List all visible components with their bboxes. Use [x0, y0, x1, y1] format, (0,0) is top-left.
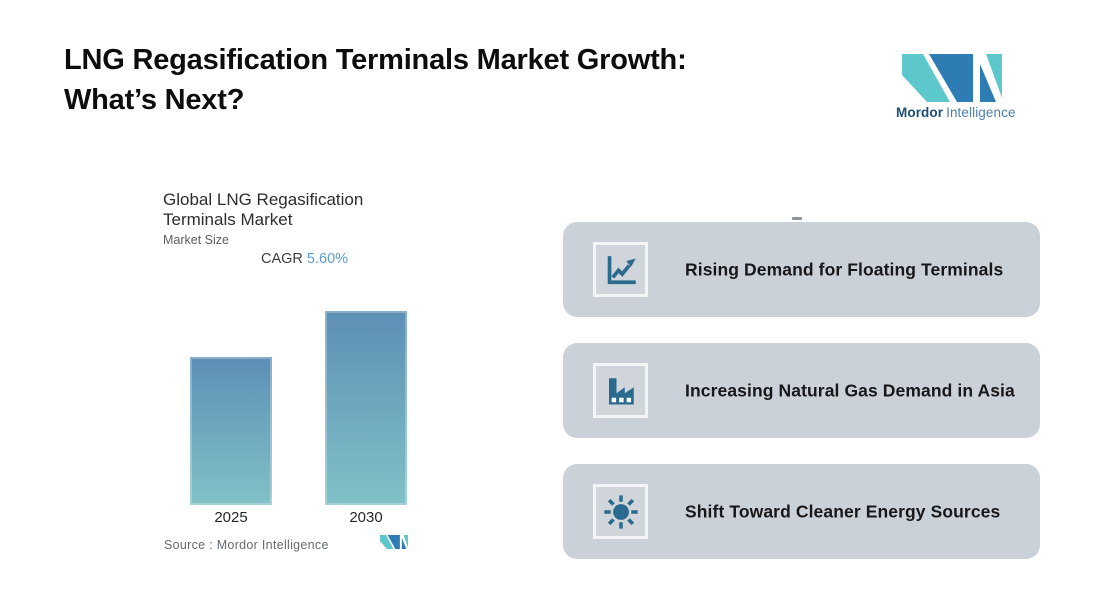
- card-label: Rising Demand for Floating Terminals: [685, 259, 1004, 279]
- brand-logo: Mordor Intelligence: [896, 54, 1015, 120]
- factory-icon: [608, 377, 634, 404]
- x-tick-2030: 2030: [349, 509, 383, 526]
- card-icon-box: [593, 484, 648, 539]
- card-label: Increasing Natural Gas Demand in Asia: [685, 380, 1015, 400]
- cagr-line: CAGR 5.60%: [261, 251, 348, 267]
- card-gas-demand-asia: Increasing Natural Gas Demand in Asia: [563, 343, 1040, 438]
- mordor-intelligence-mini-logo-icon: [380, 535, 408, 549]
- card-cleaner-energy: Shift Toward Cleaner Energy Sources: [563, 464, 1040, 559]
- card-icon-box: [593, 363, 648, 418]
- mordor-intelligence-logo-icon: [902, 54, 1002, 102]
- cagr-label: CAGR: [261, 251, 303, 267]
- card-rising-demand: Rising Demand for Floating Terminals: [563, 222, 1040, 317]
- chart-source: Source : Mordor Intelligence: [164, 538, 329, 552]
- bar-2030: [325, 311, 407, 505]
- card-label: Shift Toward Cleaner Energy Sources: [685, 501, 1001, 521]
- page-title-line1: LNG Regasification Terminals Market Grow…: [64, 44, 687, 76]
- bar-2025: [190, 357, 272, 505]
- line-chart-icon: [607, 255, 636, 284]
- chart-title: Global LNG Regasification Terminals Mark…: [163, 190, 364, 229]
- page-title-line2: What’s Next?: [64, 84, 245, 116]
- stray-mark: [792, 217, 802, 220]
- brand-name-mordor: Mordor: [896, 105, 944, 120]
- x-tick-2025: 2025: [214, 509, 248, 526]
- cagr-value: 5.60%: [306, 251, 349, 267]
- brand-name-intelligence: Intelligence: [946, 105, 1016, 120]
- brand-name: Mordor Intelligence: [896, 105, 1015, 120]
- sun-icon: [603, 494, 638, 529]
- card-icon-box: [593, 242, 648, 297]
- page-title: LNG Regasification Terminals Market Grow…: [64, 40, 687, 120]
- chart-subtitle: Market Size: [163, 233, 229, 247]
